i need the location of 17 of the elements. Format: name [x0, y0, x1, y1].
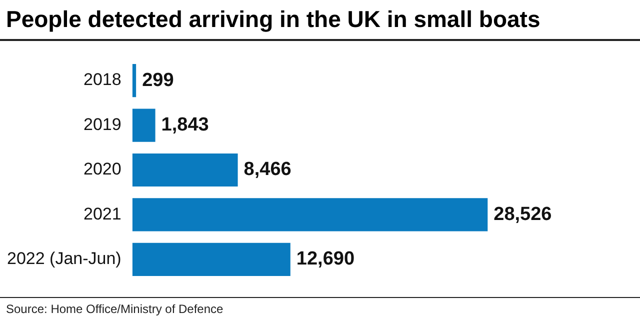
data-label: 12,690 [296, 248, 355, 270]
y-tick-label: 2021 [84, 204, 122, 224]
bar [132, 198, 488, 232]
chart-title: People detected arriving in the UK in small boats [0, 0, 640, 41]
y-tick-label: 2019 [84, 114, 122, 134]
y-tick-label: 2020 [84, 160, 122, 179]
source-note: Source: Home Office/Ministry of Defence [6, 302, 224, 316]
data-label: 299 [142, 70, 174, 91]
bar [132, 108, 156, 142]
bar [132, 242, 290, 276]
data-label: 28,526 [494, 204, 552, 225]
bar [132, 153, 238, 187]
y-tick-label: 2018 [84, 70, 122, 90]
y-tick-label: 2022 (Jan-Jun) [7, 249, 122, 268]
data-label: 8,466 [244, 159, 292, 180]
data-label: 1,843 [161, 114, 209, 136]
bar [132, 64, 136, 98]
